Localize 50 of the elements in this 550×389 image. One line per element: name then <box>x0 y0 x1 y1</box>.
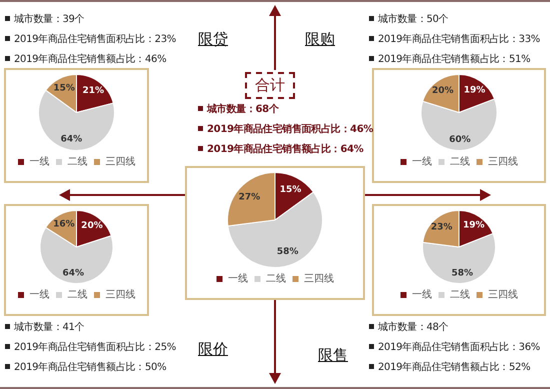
legend-label: 二线 <box>450 288 470 301</box>
text: 2019年商品住宅销售面积占比：33% <box>378 34 540 45</box>
legend-label: 三四线 <box>488 156 518 168</box>
chart-title: 合计 <box>245 72 295 99</box>
data-label: 58% <box>276 247 298 258</box>
legend-label: 三四线 <box>106 288 136 301</box>
text: 城市数量：41个 <box>14 322 84 333</box>
text: 2019年商品住宅销售面积占比：23% <box>14 34 176 45</box>
legend-label: 二线 <box>450 156 470 168</box>
text: 2019年商品住宅销售面积占比：46% <box>207 124 374 135</box>
legend-label: 一线 <box>228 272 248 285</box>
legend-label: 一线 <box>30 288 50 301</box>
data-label: 64% <box>62 268 84 278</box>
legend-label: 一线 <box>412 288 432 301</box>
text: 2019年商品住宅销售面积占比：36% <box>378 342 540 353</box>
legend-label: 二线 <box>68 288 88 301</box>
data-label: 20% <box>432 86 454 96</box>
data-label: 21% <box>82 86 104 96</box>
text: 2019年商品住宅销售额占比：46% <box>14 54 166 65</box>
data-label: 23% <box>430 222 452 233</box>
text: 限售 <box>318 346 348 365</box>
text: 2019年商品住宅销售面积占比：25% <box>14 342 176 353</box>
legend-label: 一线 <box>30 156 50 168</box>
data-label: 27% <box>238 192 260 203</box>
text: 2019年商品住宅销售额占比：64% <box>207 144 364 155</box>
data-label: 15% <box>280 184 302 195</box>
data-label: 64% <box>60 134 82 145</box>
data-label: 19% <box>464 85 486 96</box>
text: 2019年商品住宅销售额占比：50% <box>14 362 166 373</box>
text: 城市数量：48个 <box>378 322 448 333</box>
legend-label: 三四线 <box>304 272 334 285</box>
data-label: 58% <box>452 268 474 278</box>
text: 城市数量：50个 <box>378 14 448 25</box>
legend-label: 一线 <box>412 156 432 168</box>
legend-label: 二线 <box>68 156 88 168</box>
legend-label: 三四线 <box>106 156 136 168</box>
data-label: 19% <box>463 220 485 231</box>
data-label: 16% <box>53 219 75 230</box>
text: 城市数量：68个 <box>207 104 279 115</box>
data-label: 60% <box>449 135 471 146</box>
text: 限贷 <box>198 30 228 49</box>
text: 限价 <box>198 340 228 359</box>
data-label: 15% <box>53 83 75 94</box>
data-label: 20% <box>81 221 103 232</box>
text: 2019年商品住宅销售额占比：51% <box>378 54 530 65</box>
chart-title: 限购 <box>305 30 335 49</box>
text: 城市数量：39个 <box>14 14 84 25</box>
text: 2019年商品住宅销售额占比：52% <box>378 362 530 373</box>
legend-label: 三四线 <box>488 288 518 301</box>
legend-label: 二线 <box>266 272 286 285</box>
